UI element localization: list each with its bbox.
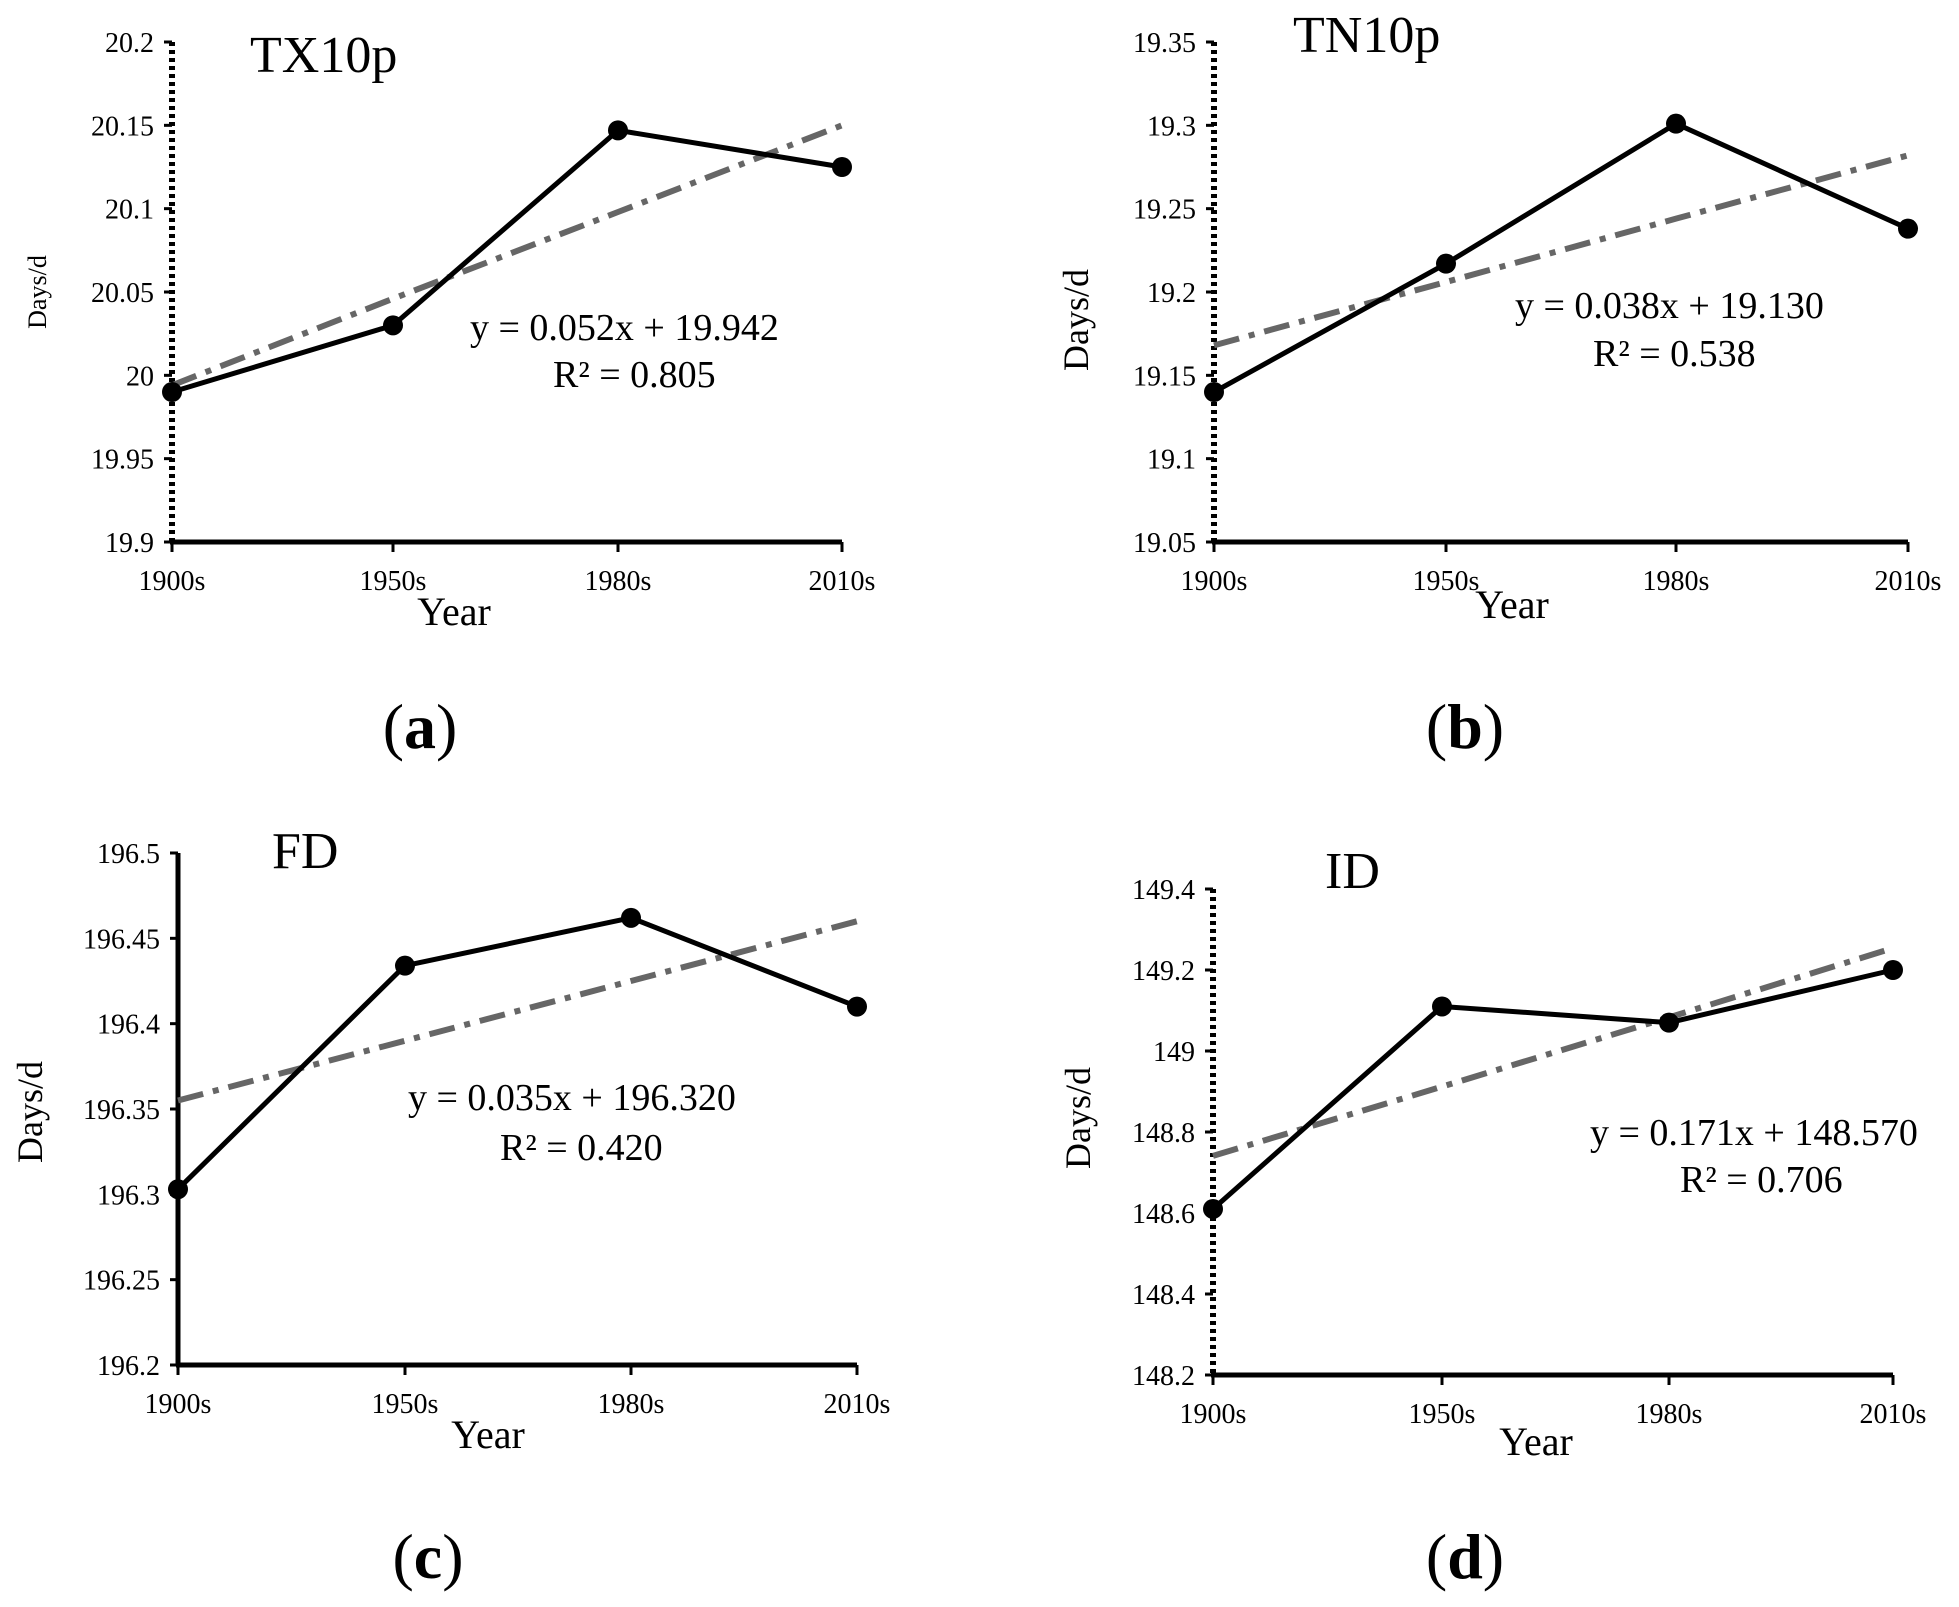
x-tick-label: 1980s (585, 566, 652, 597)
y-tick-label: 149 (1153, 1037, 1195, 1068)
x-tick-label: 2010s (824, 1389, 891, 1420)
x-tick-label: 2010s (1860, 1399, 1927, 1430)
data-point (832, 157, 852, 177)
trend-line (1213, 152, 1909, 349)
trend-equation: y = 0.171x + 148.570 (1590, 1112, 1918, 1154)
x-axis-title: Year (1499, 1419, 1573, 1464)
panel-label: (a) (383, 691, 458, 762)
chart-title: TN10p (1293, 7, 1440, 64)
x-tick-label: 1950s (372, 1389, 439, 1420)
data-point (395, 955, 415, 976)
chart-title: FD (272, 823, 338, 880)
y-tick-label: 20.05 (91, 278, 154, 309)
y-axis-title: Days/d (23, 255, 52, 329)
x-axis-title: Year (451, 1412, 525, 1457)
y-tick-label: 20.15 (91, 111, 154, 142)
y-tick-label: 19.3 (1147, 111, 1196, 142)
chart-panel-c: 196.2 196.25 196.3 196.35 196.4 196.45 196.5 19… (10, 823, 890, 1592)
data-point (1659, 1012, 1679, 1033)
chart-title: TX10p (250, 27, 397, 84)
y-tick-label: 196.45 (83, 924, 160, 955)
data-line (176, 915, 858, 1191)
r-squared: R² = 0.805 (553, 354, 716, 396)
data-point (1204, 382, 1224, 402)
y-tick-label: 19.1 (1147, 445, 1196, 476)
x-tick-label: 1980s (1643, 566, 1710, 597)
y-tick-label: 19.15 (1133, 361, 1196, 392)
data-point (1436, 253, 1456, 274)
x-tick-label: 1900s (145, 1389, 212, 1420)
data-point (621, 907, 641, 928)
y-tick-label: 149.4 (1132, 875, 1195, 906)
data-point (383, 315, 403, 336)
y-tick-label: 19.2 (1147, 278, 1196, 309)
y-tick-label: 19.25 (1133, 195, 1196, 226)
x-tick-label: 1950s (360, 566, 427, 597)
y-tick-label: 148.4 (1132, 1280, 1195, 1311)
r-squared: R² = 0.538 (1593, 333, 1756, 375)
y-tick-label: 196.2 (97, 1351, 160, 1382)
y-axis-title: Days/d (1056, 269, 1096, 371)
data-point (168, 1179, 188, 1200)
trend-line (170, 122, 844, 389)
trend-equation: y = 0.035x + 196.320 (408, 1077, 736, 1119)
trend-equation: y = 0.038x + 19.130 (1515, 285, 1824, 327)
y-tick-label: 148.2 (1132, 1361, 1195, 1392)
y-tick-label: 20 (126, 361, 154, 392)
chart-panel-b: 19.05 19.1 19.15 19.2 19.25 19.3 19.35 1900s 195… (1056, 7, 1941, 762)
x-tick-label: 1900s (1181, 566, 1248, 597)
x-tick-label: 1950s (1409, 1399, 1476, 1430)
data-point (847, 996, 867, 1017)
data-point (162, 382, 182, 402)
trend-line (1212, 945, 1894, 1159)
x-axis-title: Year (417, 589, 491, 634)
trend-line (177, 918, 858, 1104)
y-axis-title: Days/d (10, 1061, 50, 1163)
y-tick-label: 19.95 (91, 445, 154, 476)
data-line (1212, 121, 1910, 395)
x-tick-label: 1900s (1180, 1399, 1247, 1430)
panel-label: (c) (392, 1521, 463, 1592)
data-point (1203, 1198, 1223, 1219)
y-tick-label: 196.35 (83, 1095, 160, 1126)
y-tick-label: 20.1 (105, 195, 154, 226)
r-squared: R² = 0.420 (500, 1127, 663, 1169)
x-tick-label: 2010s (809, 566, 876, 597)
data-line (171, 127, 843, 395)
x-tick-label: 1950s (1413, 566, 1480, 597)
y-tick-label: 19.9 (105, 528, 154, 559)
y-tick-label: 196.25 (83, 1266, 160, 1297)
x-tick-label: 1980s (1636, 1399, 1703, 1430)
panel-label: (b) (1426, 691, 1504, 762)
y-tick-label: 148.6 (1132, 1199, 1195, 1230)
data-line (1211, 967, 1894, 1211)
data-point (608, 120, 628, 141)
x-tick-label: 2010s (1875, 566, 1942, 597)
y-tick-label: 196.5 (97, 839, 160, 870)
y-tick-label: 19.35 (1133, 28, 1196, 59)
y-tick-label: 20.2 (105, 28, 154, 59)
y-axis-title: Days/d (1058, 1067, 1098, 1169)
y-tick-label: 148.8 (1132, 1118, 1195, 1149)
chart-title: ID (1325, 843, 1380, 900)
chart-panel-a: 19.9 19.95 20 20.05 20.1 20.15 20.2 1900s 1950s 1… (23, 27, 875, 762)
y-tick-label: 19.05 (1133, 528, 1196, 559)
data-point (1666, 113, 1686, 134)
y-tick-label: 196.3 (97, 1180, 160, 1211)
data-point (1898, 218, 1918, 239)
y-tick-label: 149.2 (1132, 956, 1195, 987)
data-point (1432, 996, 1452, 1017)
x-tick-label: 1900s (139, 566, 206, 597)
x-tick-label: 1980s (598, 1389, 665, 1420)
panel-label: (d) (1426, 1521, 1504, 1592)
r-squared: R² = 0.706 (1680, 1159, 1843, 1201)
y-tick-label: 196.4 (97, 1010, 160, 1041)
chart-panel-d: 148.2 148.4 148.6 148.8 149 149.2 149.4 1900s 19… (1058, 843, 1926, 1592)
x-axis-title: Year (1475, 582, 1549, 627)
trend-equation: y = 0.052x + 19.942 (470, 307, 779, 349)
data-point (1883, 960, 1903, 980)
